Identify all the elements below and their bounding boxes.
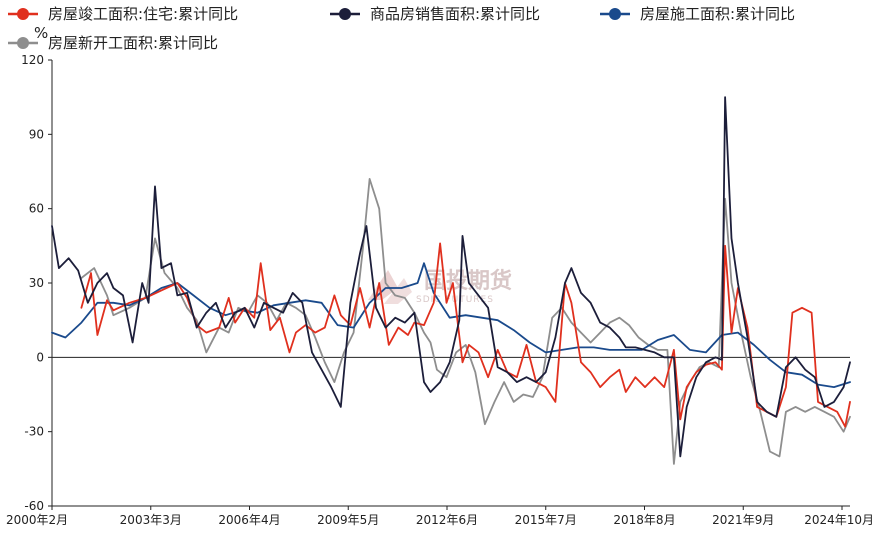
x-tick-label: 2012年6月: [416, 513, 478, 527]
x-tick-label: 2018年8月: [613, 513, 675, 527]
legend-item: 商品房销售面积:累计同比: [330, 5, 540, 23]
y-tick-label: -60: [24, 499, 44, 513]
watermark-logo-icon: [368, 270, 398, 300]
legend-label: 商品房销售面积:累计同比: [370, 5, 540, 23]
legend-label: 房屋新开工面积:累计同比: [48, 34, 218, 52]
x-tick-label: 2024年10月: [804, 513, 874, 527]
x-tick-label: 2021年9月: [712, 513, 774, 527]
y-tick-label: 60: [29, 202, 44, 216]
legend-label: 房屋施工面积:累计同比: [640, 5, 795, 23]
x-tick-label: 2015年7月: [515, 513, 577, 527]
series-line: [80, 178, 851, 465]
x-tick-label: 2003年3月: [120, 513, 182, 527]
series-line: [80, 242, 851, 428]
legend-marker-icon: [17, 8, 29, 20]
legend-marker-icon: [17, 37, 29, 49]
legend-label: 房屋竣工面积:住宅:累计同比: [48, 5, 238, 23]
y-tick-label: -30: [24, 425, 44, 439]
legend-item: 房屋新开工面积:累计同比: [8, 34, 218, 52]
y-tick-label: 90: [29, 127, 44, 141]
x-tick-label: 2000年2月: [6, 513, 68, 527]
x-tick-label: 2009年5月: [317, 513, 379, 527]
series-line: [51, 96, 851, 458]
y-unit-label: %: [34, 24, 48, 42]
legend: 房屋竣工面积:住宅:累计同比 商品房销售面积:累计同比 房屋施工面积:累计同比房屋新…: [8, 5, 795, 52]
legend-marker-icon: [609, 8, 621, 20]
series-line: [51, 262, 851, 388]
y-tick-label: 120: [21, 53, 44, 67]
axes: -60 -30 0 30 60 90 120 2000年2月 2003年3月 2006年4月 200…: [6, 53, 874, 527]
legend-item: 房屋施工面积:累计同比: [600, 5, 795, 23]
y-tick-label: 0: [36, 350, 44, 364]
y-tick-label: 30: [29, 276, 44, 290]
legend-marker-icon: [339, 8, 351, 20]
legend-item: 房屋竣工面积:住宅:累计同比: [8, 5, 238, 23]
plot-area: [51, 96, 851, 465]
x-tick-label: 2006年4月: [218, 513, 280, 527]
